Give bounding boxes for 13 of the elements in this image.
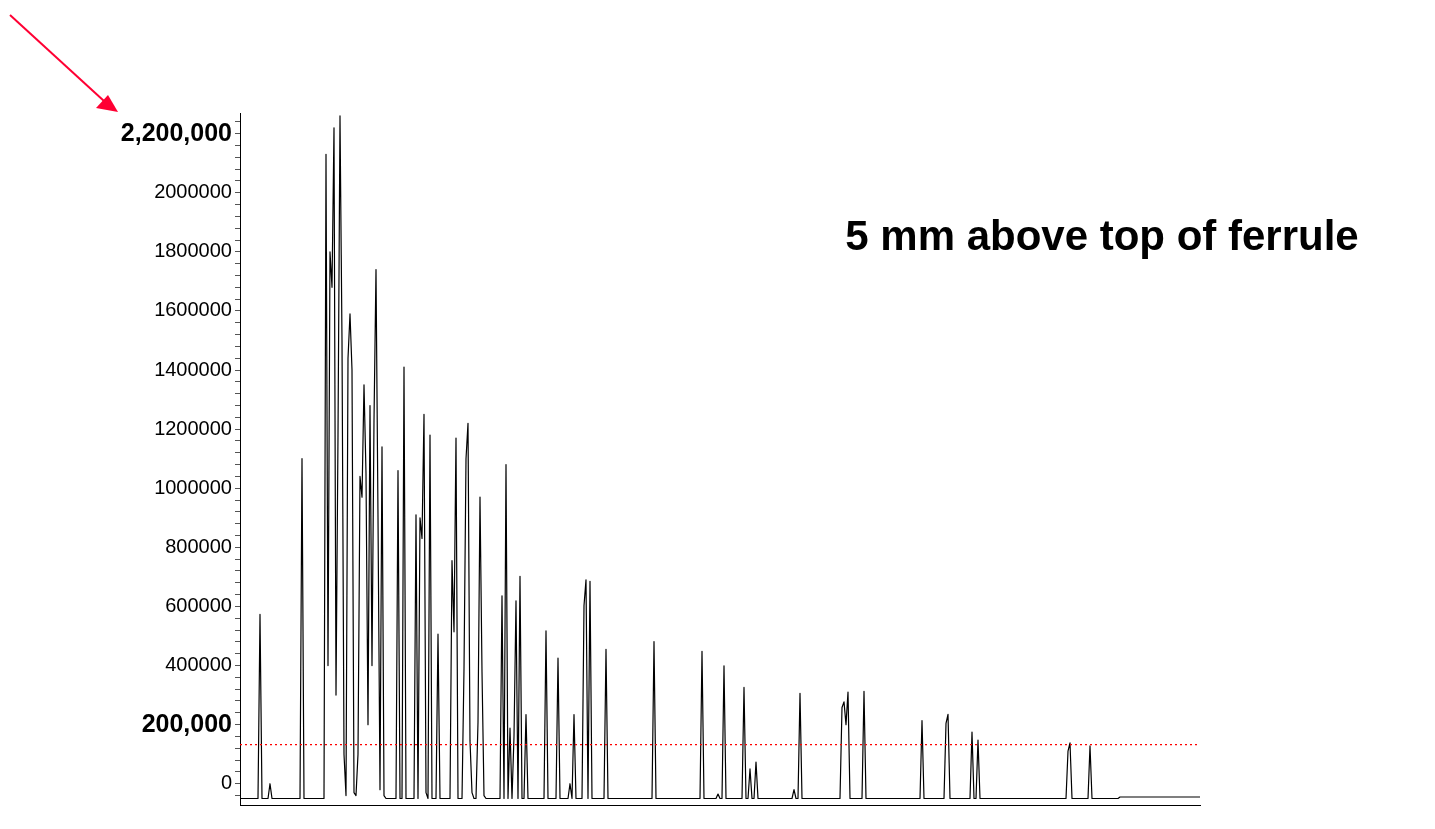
y-tick-label: 1800000 [154,239,232,262]
y-tick-label: 2,200,000 [120,117,232,146]
y-tick-label: 1000000 [154,475,232,498]
y-tick-label: 1400000 [154,357,232,380]
y-tick-label: 1200000 [154,416,232,439]
y-tick-label: 1600000 [154,298,232,321]
y-tick-label: 800000 [165,534,232,557]
y-tick-label: 400000 [165,653,232,676]
y-tick-label: 200,000 [141,708,232,737]
y-tick-label: 0 [220,771,232,794]
y-tick-label: 2000000 [154,180,232,203]
text: 5 mm above top of ferrule [845,211,1359,259]
y-tick-label: 600000 [165,593,232,616]
